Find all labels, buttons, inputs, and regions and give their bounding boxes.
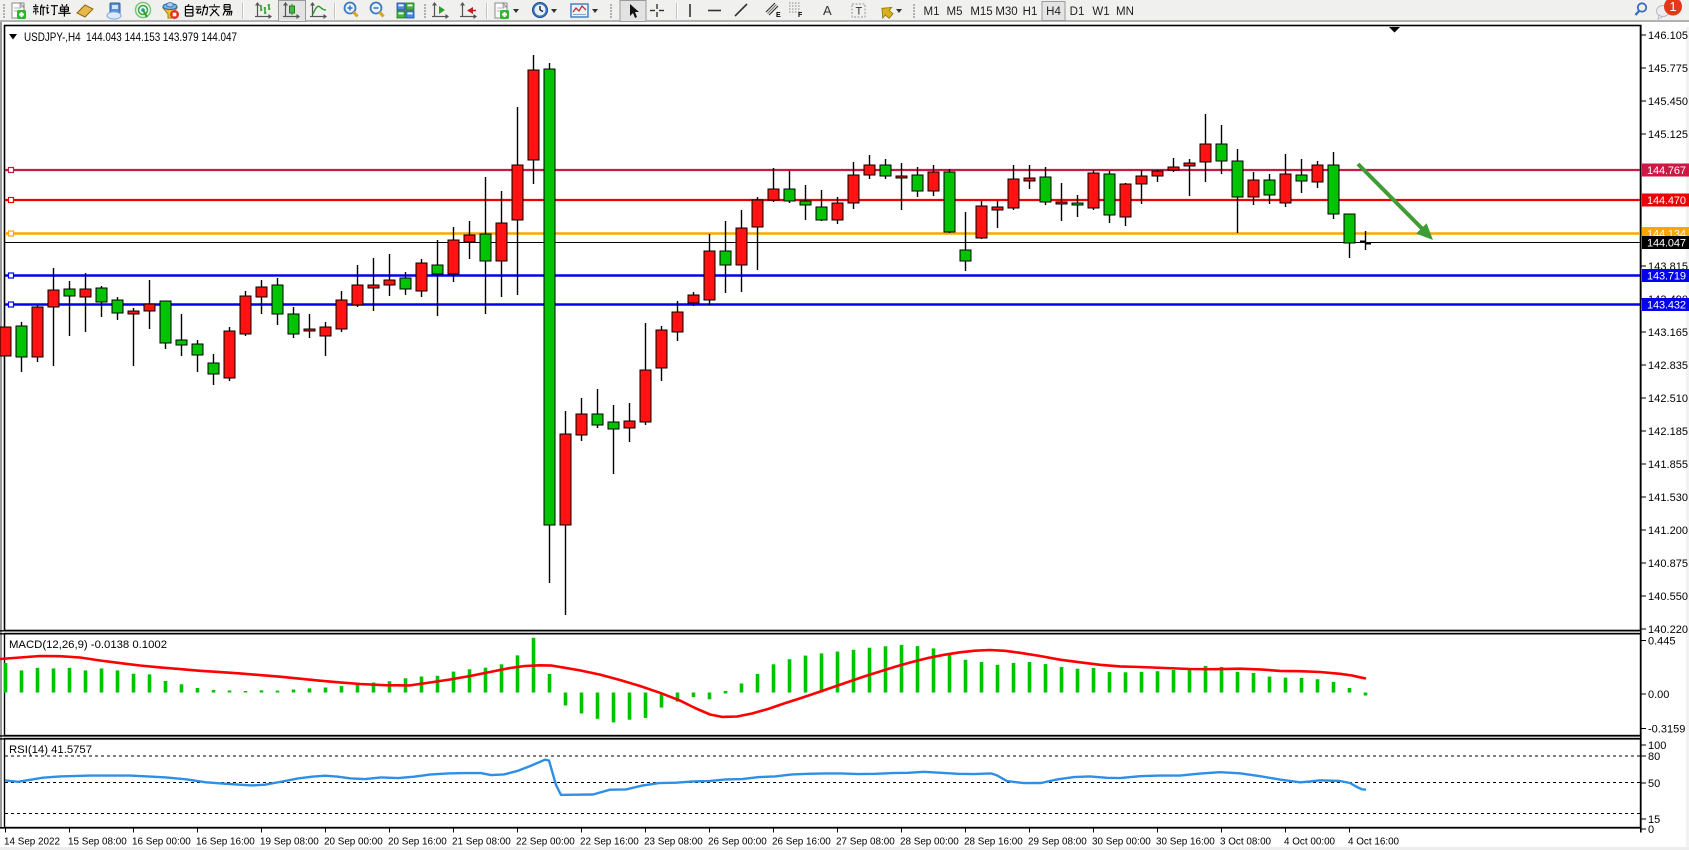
svg-text:USDJPY-,H4 144.043 144.153 14: USDJPY-,H4 144.043 144.153 143.979 144.0… (24, 31, 237, 44)
svg-text:19 Sep 08:00: 19 Sep 08:00 (260, 837, 319, 848)
svg-text:26 Sep 00:00: 26 Sep 00:00 (708, 837, 767, 848)
svg-text:142.185: 142.185 (1648, 426, 1688, 438)
svg-text:T: T (856, 6, 863, 18)
svg-text:140.875: 140.875 (1648, 558, 1688, 570)
svg-text:28 Sep 16:00: 28 Sep 16:00 (964, 837, 1023, 848)
svg-text:146.105: 146.105 (1648, 30, 1688, 42)
svg-text:140.550: 140.550 (1648, 591, 1688, 603)
svg-text:30 Sep 00:00: 30 Sep 00:00 (1092, 837, 1151, 848)
svg-text:144.470: 144.470 (1647, 195, 1686, 207)
svg-text:50: 50 (1648, 778, 1660, 790)
svg-text:0: 0 (1648, 824, 1654, 836)
svg-text:4 Oct 00:00: 4 Oct 00:00 (1284, 837, 1336, 848)
svg-text:D1: D1 (1070, 6, 1085, 18)
svg-text:0.00: 0.00 (1648, 689, 1669, 701)
svg-text:MACD(12,26,9) -0.0138 0.1002: MACD(12,26,9) -0.0138 0.1002 (9, 639, 167, 651)
svg-text:H1: H1 (1023, 6, 1038, 18)
svg-text:144.767: 144.767 (1647, 165, 1686, 177)
svg-text:15 Sep 08:00: 15 Sep 08:00 (68, 837, 127, 848)
svg-text:27 Sep 08:00: 27 Sep 08:00 (836, 837, 895, 848)
svg-text:20 Sep 16:00: 20 Sep 16:00 (388, 837, 447, 848)
svg-text:20 Sep 00:00: 20 Sep 00:00 (324, 837, 383, 848)
svg-text:M15: M15 (970, 6, 992, 18)
svg-text:142.510: 142.510 (1648, 393, 1688, 405)
svg-text:144.047: 144.047 (1647, 237, 1686, 249)
svg-text:141.530: 141.530 (1648, 492, 1688, 504)
svg-text:MN: MN (1116, 6, 1134, 18)
svg-text:143.432: 143.432 (1647, 299, 1686, 311)
svg-text:4 Oct 16:00: 4 Oct 16:00 (1348, 837, 1400, 848)
svg-text:0.445: 0.445 (1648, 635, 1676, 647)
svg-text:23 Sep 08:00: 23 Sep 08:00 (644, 837, 703, 848)
svg-text:22 Sep 16:00: 22 Sep 16:00 (580, 837, 639, 848)
svg-text:1: 1 (1669, 0, 1676, 14)
svg-text:29 Sep 08:00: 29 Sep 08:00 (1028, 837, 1087, 848)
svg-text:E: E (776, 12, 781, 19)
svg-text:145.125: 145.125 (1648, 129, 1688, 141)
svg-text:RSI(14) 41.5757: RSI(14) 41.5757 (9, 744, 92, 756)
svg-text:145.775: 145.775 (1648, 63, 1688, 75)
svg-text:143.719: 143.719 (1647, 270, 1686, 282)
svg-text:M5: M5 (947, 6, 963, 18)
svg-text:M1: M1 (924, 6, 940, 18)
svg-text:W1: W1 (1092, 6, 1109, 18)
svg-text:M30: M30 (995, 6, 1017, 18)
svg-text:21 Sep 08:00: 21 Sep 08:00 (452, 837, 511, 848)
svg-text:100: 100 (1648, 740, 1666, 752)
svg-text:26 Sep 16:00: 26 Sep 16:00 (772, 837, 831, 848)
svg-text:141.855: 141.855 (1648, 459, 1688, 471)
svg-text:140.220: 140.220 (1648, 624, 1688, 636)
svg-text:14 Sep 2022: 14 Sep 2022 (4, 837, 60, 848)
svg-text:-0.3159: -0.3159 (1648, 723, 1685, 735)
svg-text:145.450: 145.450 (1648, 96, 1688, 108)
svg-text:16 Sep 16:00: 16 Sep 16:00 (196, 837, 255, 848)
svg-text:143.165: 143.165 (1648, 327, 1688, 339)
svg-text:80: 80 (1648, 751, 1660, 763)
svg-text:22 Sep 00:00: 22 Sep 00:00 (516, 837, 575, 848)
svg-text:3 Oct 08:00: 3 Oct 08:00 (1220, 837, 1272, 848)
svg-text:142.835: 142.835 (1648, 360, 1688, 372)
svg-text:F: F (798, 12, 803, 19)
svg-text:A: A (823, 3, 832, 18)
svg-text:15: 15 (1648, 814, 1660, 826)
svg-text:28 Sep 00:00: 28 Sep 00:00 (900, 837, 959, 848)
svg-text:H4: H4 (1046, 6, 1061, 18)
svg-text:141.200: 141.200 (1648, 525, 1688, 537)
svg-text:16 Sep 00:00: 16 Sep 00:00 (132, 837, 191, 848)
svg-text:30 Sep 16:00: 30 Sep 16:00 (1156, 837, 1215, 848)
